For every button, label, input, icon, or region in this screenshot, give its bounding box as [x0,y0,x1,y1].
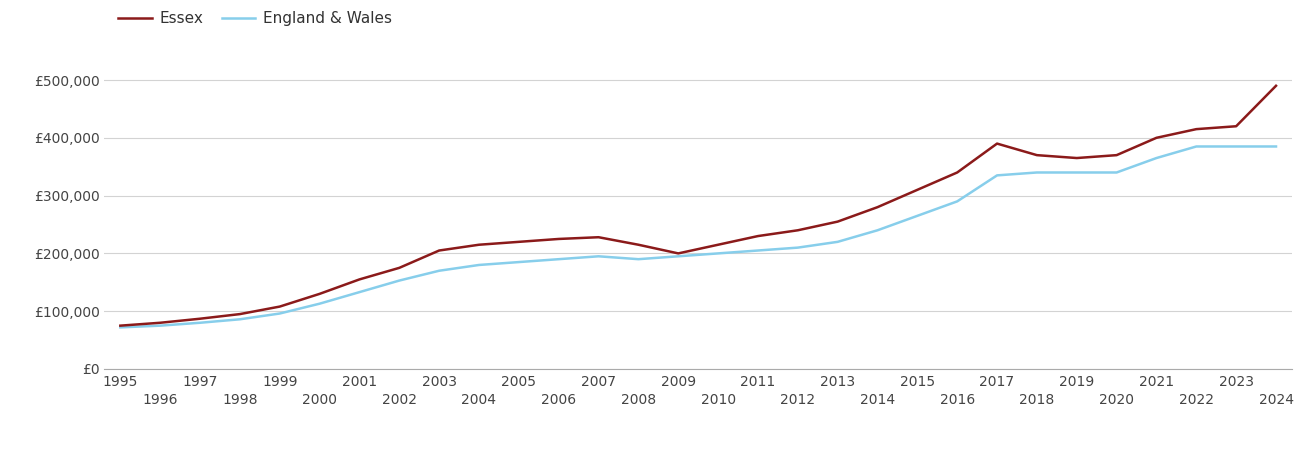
England & Wales [392,278,407,283]
Essex [830,219,846,224]
Essex [153,320,168,325]
Essex [869,204,885,210]
England & Wales [869,228,885,233]
England & Wales [710,251,726,256]
England & Wales [671,254,686,259]
England & Wales [432,268,448,274]
England & Wales [192,320,207,325]
Essex [392,265,407,270]
Essex [1189,126,1205,132]
England & Wales [1268,144,1284,149]
Essex [1069,155,1084,161]
England & Wales [232,317,248,322]
England & Wales [512,259,527,265]
Essex [1268,83,1284,89]
England & Wales [949,199,964,204]
Essex [112,323,128,328]
Line: England & Wales: England & Wales [120,147,1276,328]
Essex [710,242,726,248]
Essex [312,291,328,297]
England & Wales [1228,144,1244,149]
England & Wales [750,248,766,253]
Legend: Essex, England & Wales: Essex, England & Wales [112,5,398,32]
England & Wales [1189,144,1205,149]
Essex [1148,135,1164,140]
Essex [630,242,646,248]
England & Wales [630,256,646,262]
Essex [471,242,487,248]
England & Wales [1069,170,1084,175]
Essex [1030,153,1045,158]
Essex [551,236,566,242]
England & Wales [471,262,487,268]
Essex [192,316,207,321]
Essex [910,187,925,193]
England & Wales [312,301,328,306]
England & Wales [112,325,128,330]
Essex [271,304,287,309]
England & Wales [271,311,287,316]
England & Wales [830,239,846,244]
Essex [512,239,527,244]
Essex [750,234,766,239]
England & Wales [153,323,168,328]
England & Wales [790,245,805,250]
England & Wales [591,254,607,259]
England & Wales [989,173,1005,178]
Essex [671,251,686,256]
England & Wales [351,289,367,295]
Essex [989,141,1005,146]
Essex [1228,124,1244,129]
Essex [1109,153,1125,158]
Essex [432,248,448,253]
England & Wales [1148,155,1164,161]
Essex [351,277,367,282]
England & Wales [1030,170,1045,175]
Essex [790,228,805,233]
Essex [232,311,248,317]
Essex [591,234,607,240]
Essex [949,170,964,175]
England & Wales [551,256,566,262]
England & Wales [1109,170,1125,175]
Line: Essex: Essex [120,86,1276,326]
England & Wales [910,213,925,219]
